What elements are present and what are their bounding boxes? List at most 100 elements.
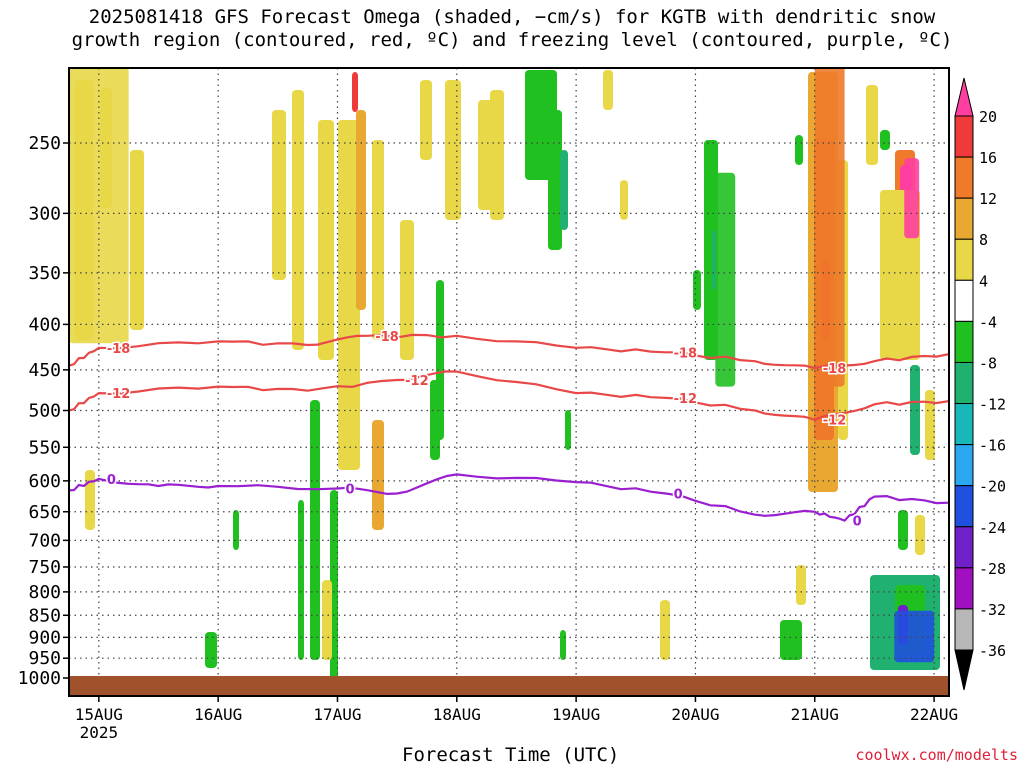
ytick-label-850: 850	[28, 605, 61, 626]
colorbar-label-0: 20	[979, 108, 997, 126]
omega-streak-29	[430, 380, 440, 460]
colorbar-label-7: -12	[979, 396, 1006, 414]
omega-streak-2	[130, 150, 144, 330]
omega-streak-22	[310, 400, 320, 660]
omega-streak-27	[205, 632, 217, 668]
ytick-label-300: 300	[28, 203, 61, 224]
contour-label--18-0: -18	[107, 342, 131, 357]
omega-streak-18	[548, 110, 562, 250]
omega-streak-37	[796, 565, 806, 605]
contour-label--18-1: -18	[375, 330, 399, 345]
omega-streak-51	[915, 515, 925, 555]
colorbar-label-3: 8	[979, 231, 988, 249]
omega-streak-7	[338, 120, 360, 470]
xtick-label-17AUG: 17AUG	[313, 705, 361, 724]
colorbar-label-6: -8	[979, 354, 997, 372]
title-line-2: growth region (contoured, red, ºC) and f…	[71, 29, 953, 51]
colorbar-segment-12	[954, 567, 974, 610]
colorbar-label-2: 12	[979, 190, 997, 208]
contour-label-0-0: 0	[107, 473, 116, 488]
omega-streak-9	[356, 110, 366, 310]
omega-streak-38	[795, 135, 803, 165]
omega-streak-5	[292, 90, 304, 350]
omega-shading	[69, 68, 940, 690]
omega-streak-8	[352, 72, 358, 112]
contour-label-0-2: 0	[674, 488, 683, 503]
title-line-1: 2025081418 GFS Forecast Omega (shaded, −…	[88, 6, 936, 28]
colorbar-segment-5	[954, 279, 974, 322]
contour-label--18-2: -18	[674, 346, 698, 361]
ytick-label-650: 650	[28, 502, 61, 523]
omega-streak-33	[693, 270, 701, 310]
ytick-label-350: 350	[28, 263, 61, 284]
plot-frame	[68, 67, 950, 697]
omega-streak-6	[318, 120, 334, 360]
omega-region-strong-upper-22aug	[904, 158, 920, 239]
contour-label--12-1: -12	[405, 374, 429, 389]
colorbar-segment-4	[954, 238, 974, 281]
omega-streak-32	[660, 600, 670, 660]
omega-streak-4	[272, 110, 286, 280]
ytick-label-950: 950	[28, 648, 61, 669]
contour-label--12-3: -12	[823, 414, 847, 429]
colorbar-label-10: -24	[979, 519, 1006, 537]
xtick-label-15AUG: 15AUG	[75, 705, 123, 724]
colorbar-label-11: -28	[979, 560, 1006, 578]
xtick-label-18AUG: 18AUG	[433, 705, 481, 724]
xtick-year-label: 2025	[80, 723, 119, 742]
contour-label--12-2: -12	[674, 392, 698, 407]
ytick-label-800: 800	[28, 582, 61, 603]
omega-streak-19	[560, 150, 568, 230]
omega-streak-26	[233, 510, 239, 550]
contour-line-0	[69, 473, 949, 522]
omega-streak-12	[400, 220, 414, 360]
omega-region-strong-upper-21aug	[814, 68, 845, 387]
ytick-label-550: 550	[28, 437, 61, 458]
omega-streak-10	[372, 140, 384, 340]
ytick-label-750: 750	[28, 557, 61, 578]
ytick-label-900: 900	[28, 627, 61, 648]
colorbar-label-5: -4	[979, 313, 997, 331]
omega-streak-30	[565, 410, 571, 450]
omega-streak-14	[445, 80, 461, 220]
omega-streak-34	[704, 140, 718, 360]
colorbar-segment-8	[954, 403, 974, 446]
xtick-label-19AUG: 19AUG	[552, 705, 600, 724]
colorbar-label-8: -16	[979, 437, 1006, 455]
ytick-label-400: 400	[28, 314, 61, 335]
colorbar-label-1: 16	[979, 149, 997, 167]
contour-lines: -18 -18 -18 -18 -12 -12 -12 -12 0 0 0 0	[69, 328, 949, 531]
colorbar: 20 16 12 8 4 -4 -8 -12 -16 -20 -24 -28 -32 -36	[954, 77, 1006, 691]
omega-streak-13	[420, 80, 432, 160]
colorbar-segment-9	[954, 444, 974, 487]
colorbar-segment-6	[954, 320, 974, 363]
omega-streak-21	[620, 180, 628, 220]
xtick-label-21AUG: 21AUG	[791, 705, 839, 724]
colorbar-segment-7	[954, 361, 974, 405]
omega-streak-24	[322, 580, 332, 660]
ytick-label-700: 700	[28, 530, 61, 551]
ytick-label-1000: 1000	[18, 668, 61, 689]
ytick-label-600: 600	[28, 471, 61, 492]
colorbar-segment-3	[954, 197, 974, 240]
colorbar-top-arrow	[954, 77, 974, 117]
colorbar-segment-13	[954, 608, 974, 651]
contour-label--12-0: -12	[107, 387, 131, 402]
omega-streak-31	[560, 630, 566, 660]
credit-link[interactable]: coolwx.com/modelts	[855, 746, 1018, 764]
colorbar-segment-11	[954, 526, 974, 569]
x-axis: 15AUG 16AUG 17AUG 18AUG 19AUG 20AUG 21AUG 22AUG…	[75, 696, 958, 742]
contour-label-0-3: 0	[853, 515, 862, 530]
omega-region-green-20aug	[715, 172, 736, 387]
omega-streak-20	[603, 70, 613, 110]
omega-streak-50	[898, 510, 908, 550]
omega-streak-36	[780, 620, 802, 660]
colorbar-label-4: 4	[979, 272, 988, 290]
grid-lines	[69, 68, 949, 696]
colorbar-label-12: -32	[979, 601, 1006, 619]
chart-title: 2025081418 GFS Forecast Omega (shaded, −…	[0, 6, 1024, 52]
contour-line--12	[69, 370, 949, 421]
ytick-label-500: 500	[28, 401, 61, 422]
omega-streak-3	[85, 470, 95, 530]
